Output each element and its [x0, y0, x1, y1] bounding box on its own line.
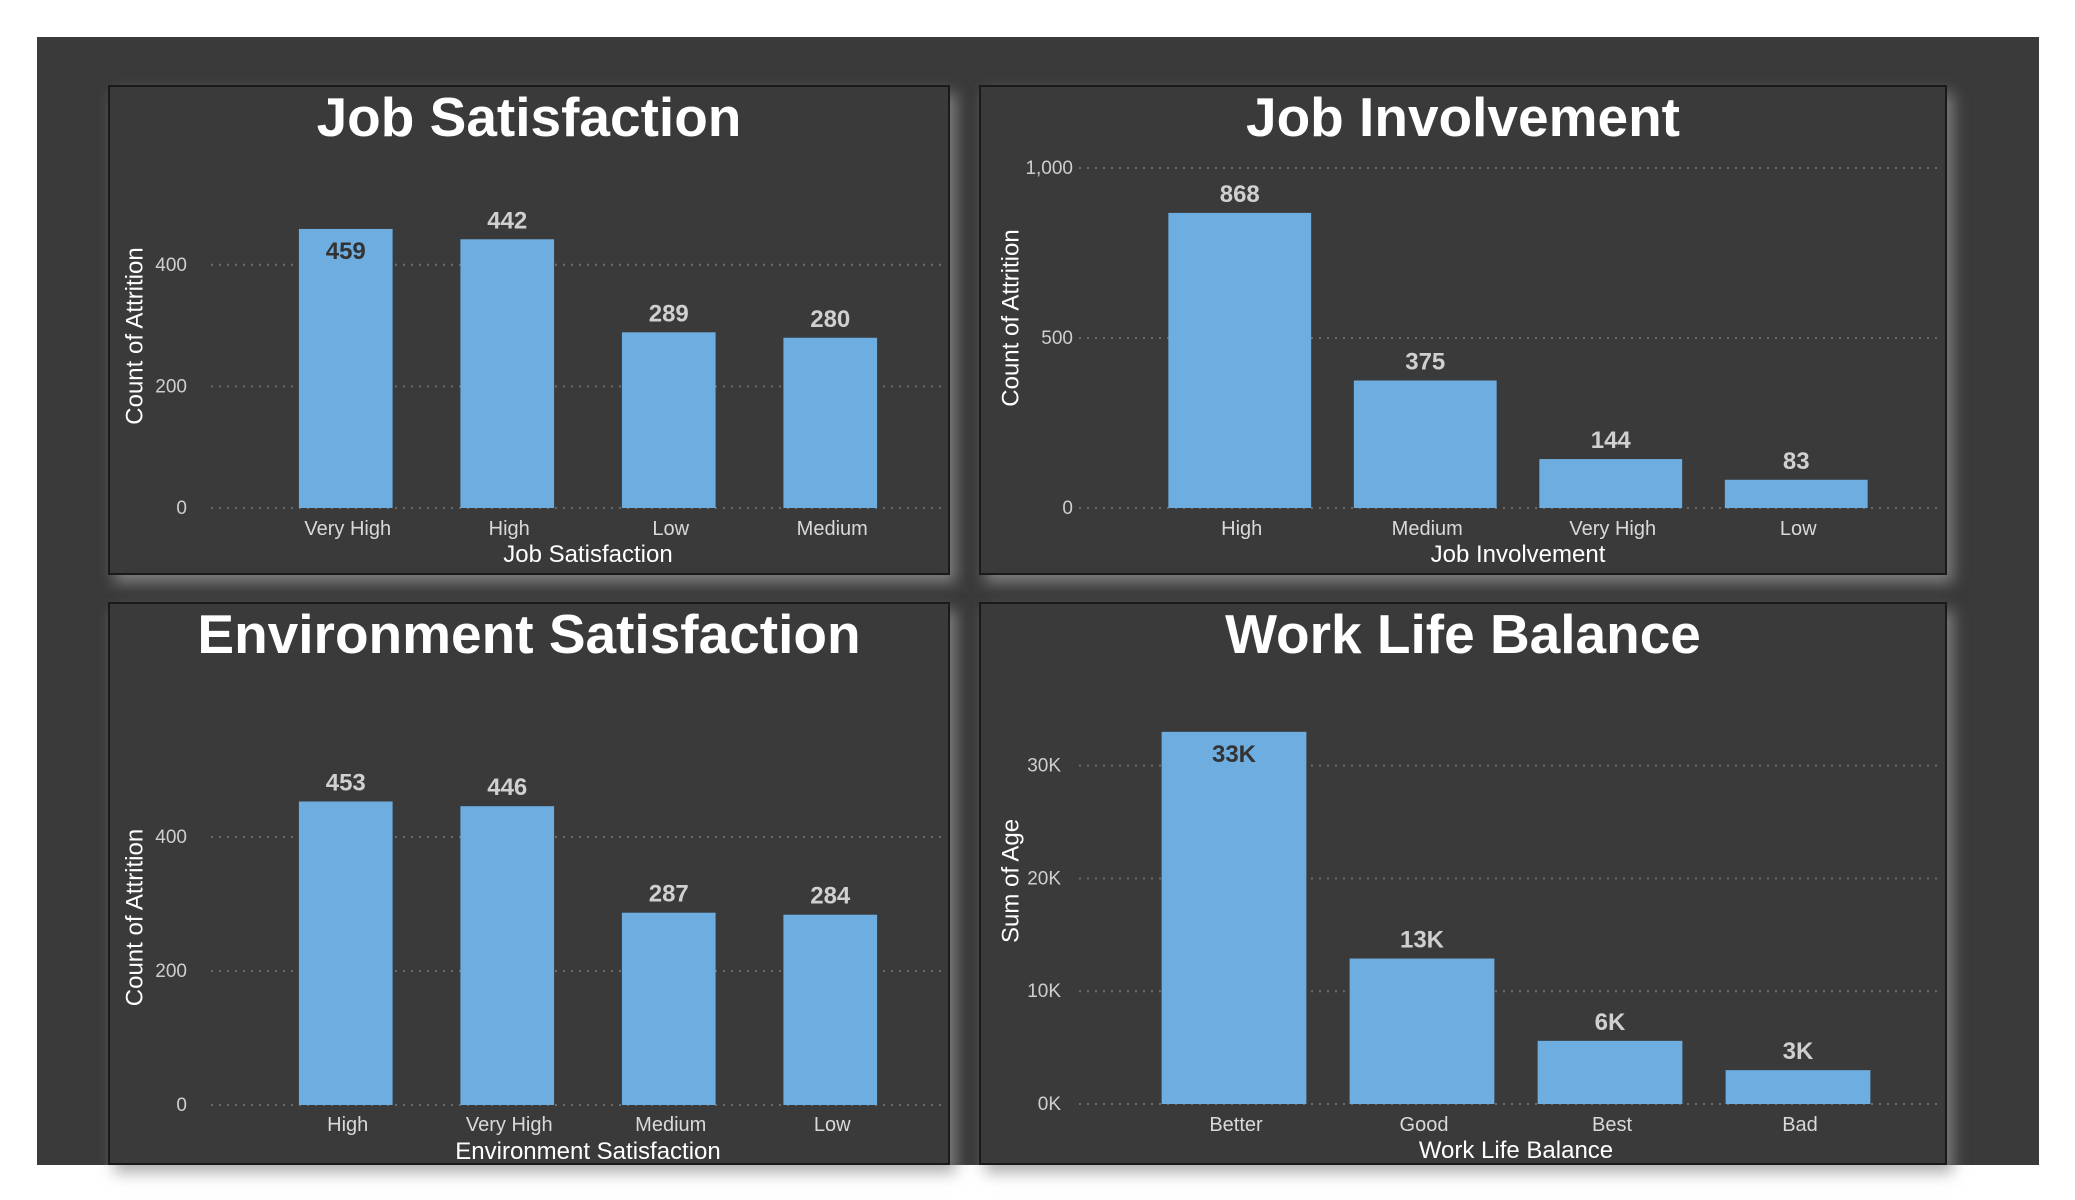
- bar: [298, 801, 393, 1105]
- job-involvement-chart: 0 500 1,000 868 High 375 Medium 144 Very High 83 L…: [997, 158, 1941, 568]
- x-tick-label: High: [327, 1114, 368, 1136]
- bar: [621, 912, 716, 1105]
- x-tick-label: Low: [652, 518, 689, 540]
- chart-title: Job Involvement: [1246, 86, 1680, 148]
- bar: [460, 806, 555, 1105]
- y-axis-title: Count of Attrition: [121, 247, 148, 424]
- x-tick-label: Very High: [1569, 518, 1656, 540]
- x-axis-title: Work Life Balance: [1419, 1137, 1613, 1164]
- bar: [1168, 212, 1312, 508]
- bar: [1161, 731, 1307, 1104]
- data-label: 284: [810, 883, 851, 910]
- y-tick-label: 0K: [1038, 1094, 1062, 1115]
- chart-title: Environment Satisfaction: [197, 603, 861, 665]
- y-tick-label: 20K: [1027, 868, 1061, 889]
- data-label: 280: [810, 306, 850, 333]
- x-tick-label: Medium: [635, 1114, 706, 1136]
- dashboard: Job Satisfaction 0 200 400 459 Very High 442 H…: [37, 37, 2039, 1165]
- y-axis-title: Count of Attrition: [997, 229, 1024, 406]
- data-label: 13K: [1400, 927, 1445, 954]
- x-tick-label: Very High: [466, 1114, 553, 1136]
- data-label: 83: [1783, 448, 1810, 475]
- data-label: 446: [487, 774, 527, 801]
- bar: [1349, 958, 1495, 1104]
- y-axis-title: Count of Attrition: [121, 829, 148, 1006]
- bar: [298, 228, 393, 509]
- chart-title: Job Satisfaction: [316, 86, 742, 148]
- y-tick-label: 400: [155, 827, 187, 848]
- chart-title: Work Life Balance: [1225, 603, 1701, 665]
- y-tick-label: 1,000: [1025, 158, 1073, 179]
- x-tick-label: Good: [1400, 1114, 1449, 1136]
- y-tick-label: 400: [155, 255, 187, 276]
- data-label: 375: [1405, 349, 1445, 376]
- bar: [1537, 1040, 1683, 1104]
- data-label: 6K: [1595, 1009, 1626, 1036]
- y-tick-label: 0: [176, 1095, 187, 1116]
- y-tick-label: 10K: [1027, 981, 1061, 1002]
- y-tick-label: 500: [1041, 328, 1073, 349]
- environment-satisfaction-panel: Environment Satisfaction 0 200 400 453 High 4…: [108, 602, 950, 1165]
- data-label: 144: [1591, 427, 1632, 454]
- x-tick-label: Bad: [1782, 1114, 1818, 1136]
- y-tick-label: 200: [155, 961, 187, 982]
- x-tick-label: Low: [1780, 518, 1817, 540]
- x-tick-label: High: [489, 518, 530, 540]
- x-tick-label: Best: [1592, 1114, 1632, 1136]
- x-tick-label: High: [1221, 518, 1262, 540]
- data-label: 442: [487, 207, 527, 234]
- job-involvement-panel: Job Involvement 0 500 1,000 868 High 375 Mediu…: [979, 85, 1947, 575]
- x-axis-title: Job Satisfaction: [503, 541, 672, 568]
- bar: [1725, 1070, 1871, 1104]
- bar: [783, 914, 878, 1105]
- y-axis-title: Sum of Age: [997, 819, 1024, 943]
- data-label: 3K: [1783, 1038, 1814, 1065]
- x-tick-label: Medium: [797, 518, 868, 540]
- environment-satisfaction-chart: 0 200 400 453 High 446 Very High 287 Medium 284 Lo…: [121, 769, 944, 1165]
- data-label: 868: [1220, 181, 1260, 208]
- job-satisfaction-chart: 0 200 400 459 Very High 442 High 289 Low 280 Mediu…: [121, 207, 944, 568]
- data-label: 459: [326, 238, 366, 265]
- x-axis-title: Job Involvement: [1431, 541, 1606, 568]
- work-life-balance-panel: Work Life Balance 0K 10K 20K 30K 33K Better 13…: [979, 602, 1947, 1165]
- x-tick-label: Medium: [1392, 518, 1463, 540]
- bar: [1353, 380, 1497, 508]
- bar: [621, 332, 716, 508]
- data-label: 287: [649, 881, 689, 908]
- y-tick-label: 200: [155, 376, 187, 397]
- y-tick-label: 30K: [1027, 756, 1061, 777]
- data-label: 453: [326, 769, 366, 796]
- bar: [783, 337, 878, 508]
- x-tick-label: Low: [814, 1114, 851, 1136]
- x-axis-title: Environment Satisfaction: [455, 1138, 720, 1165]
- x-tick-label: Very High: [304, 518, 391, 540]
- y-tick-label: 0: [176, 498, 187, 519]
- data-label: 33K: [1212, 741, 1257, 768]
- data-label: 289: [649, 300, 689, 327]
- bar: [1539, 459, 1683, 508]
- bar: [1724, 479, 1868, 508]
- bar: [460, 239, 555, 508]
- x-tick-label: Better: [1209, 1114, 1263, 1136]
- job-satisfaction-panel: Job Satisfaction 0 200 400 459 Very High 442 H…: [108, 85, 950, 575]
- y-tick-label: 0: [1062, 498, 1073, 519]
- work-life-balance-chart: 0K 10K 20K 30K 33K Better 13K Good 6K Best 3K Bad Wo…: [997, 731, 1941, 1164]
